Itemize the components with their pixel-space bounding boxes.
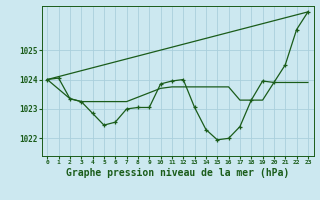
- X-axis label: Graphe pression niveau de la mer (hPa): Graphe pression niveau de la mer (hPa): [66, 168, 289, 178]
